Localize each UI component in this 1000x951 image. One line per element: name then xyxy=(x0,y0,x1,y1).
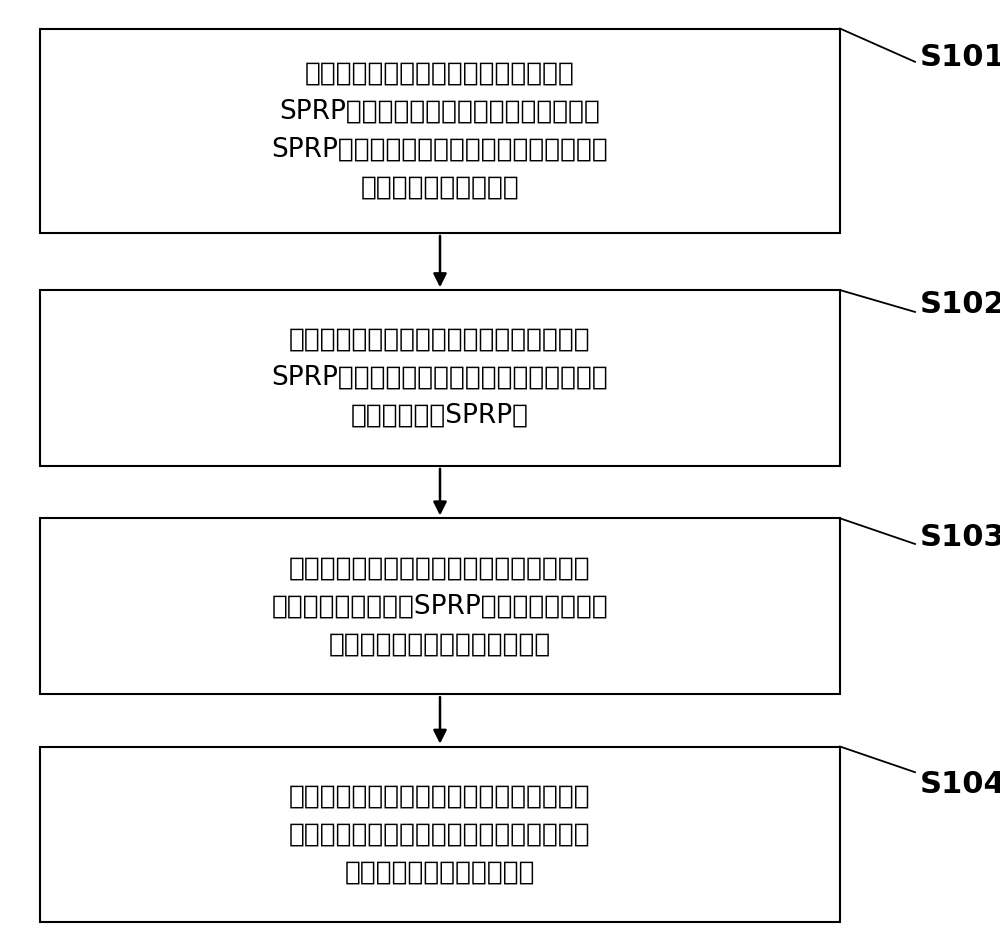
Text: 在一中间坯进入精轧工艺之前，从多个第二
SPRP表中确定出与中间坯的至少一个钢材参
数适配的第三SPRP表: 在一中间坯进入精轧工艺之前，从多个第二 SPRP表中确定出与中间坯的至少一个钢材… xyxy=(272,327,608,429)
FancyBboxPatch shape xyxy=(40,290,840,466)
Text: S103: S103 xyxy=(920,523,1000,552)
Text: 根据至少一个钢材参数在每个精轧机架的出
口的浪形表现对第三SPRP表中的第一修正系
数进行修正，得到修正后系数值: 根据至少一个钢材参数在每个精轧机架的出 口的浪形表现对第三SPRP表中的第一修正… xyxy=(272,555,608,657)
FancyBboxPatch shape xyxy=(40,747,840,922)
FancyBboxPatch shape xyxy=(40,29,840,233)
Text: S101: S101 xyxy=(920,43,1000,71)
FancyBboxPatch shape xyxy=(40,518,840,694)
Text: S102: S102 xyxy=(920,290,1000,319)
Text: S104: S104 xyxy=(920,770,1000,799)
Text: 根据修正后系数值对精轧机架的原始比例凸
度分配量进行修改，并基于修改后比例凸度
分配量对精轧机架进行控制: 根据修正后系数值对精轧机架的原始比例凸 度分配量进行修改，并基于修改后比例凸度 … xyxy=(289,784,591,885)
Text: 响应添加操作，在轧线控制系统的第一
SPRP表中添加第一修正系数，以形成第二
SPRP表，其中，第一修正系数用于修正精轧
机架的比例凸度分配量: 响应添加操作，在轧线控制系统的第一 SPRP表中添加第一修正系数，以形成第二 S… xyxy=(272,61,608,201)
